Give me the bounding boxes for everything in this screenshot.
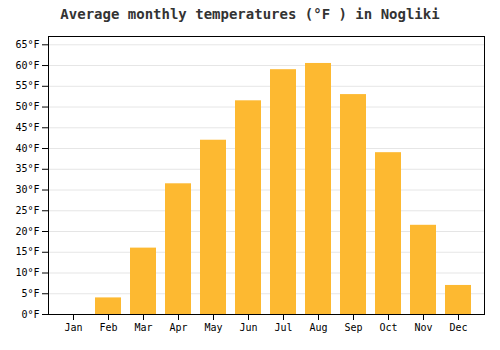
svg-text:May: May: [204, 322, 222, 333]
svg-text:Nov: Nov: [414, 322, 432, 333]
html-text:Average monthly temperatures (: Average monthly temperatures (°F ) in No…: [60, 6, 440, 22]
svg-text:45°F: 45°F: [15, 122, 39, 133]
svg-text:Aug: Aug: [309, 322, 327, 333]
svg-text:15°F: 15°F: [15, 246, 39, 257]
svg-text:50°F: 50°F: [15, 101, 39, 112]
svg-text:60°F: 60°F: [15, 60, 39, 71]
svg-text:0°F: 0°F: [21, 309, 39, 320]
svg-text:Jul: Jul: [274, 322, 292, 333]
svg-text:65°F: 65°F: [15, 39, 39, 50]
svg-text:20°F: 20°F: [15, 226, 39, 237]
svg-text:Jun: Jun: [239, 322, 257, 333]
svg-text:40°F: 40°F: [15, 143, 39, 154]
svg-text:30°F: 30°F: [15, 184, 39, 195]
svg-text:Oct: Oct: [379, 322, 397, 333]
svg-text:35°F: 35°F: [15, 163, 39, 174]
svg-text:55°F: 55°F: [15, 80, 39, 91]
svg-text:Mar: Mar: [134, 322, 152, 333]
svg-text:Apr: Apr: [169, 322, 187, 333]
svg-text:10°F: 10°F: [15, 267, 39, 278]
svg-text:Sep: Sep: [344, 322, 362, 333]
svg-text:Jan: Jan: [64, 322, 82, 333]
svg-text:5°F: 5°F: [21, 288, 39, 299]
svg-text:25°F: 25°F: [15, 205, 39, 216]
svg-text:Feb: Feb: [99, 322, 117, 333]
svg-text:Dec: Dec: [449, 322, 467, 333]
